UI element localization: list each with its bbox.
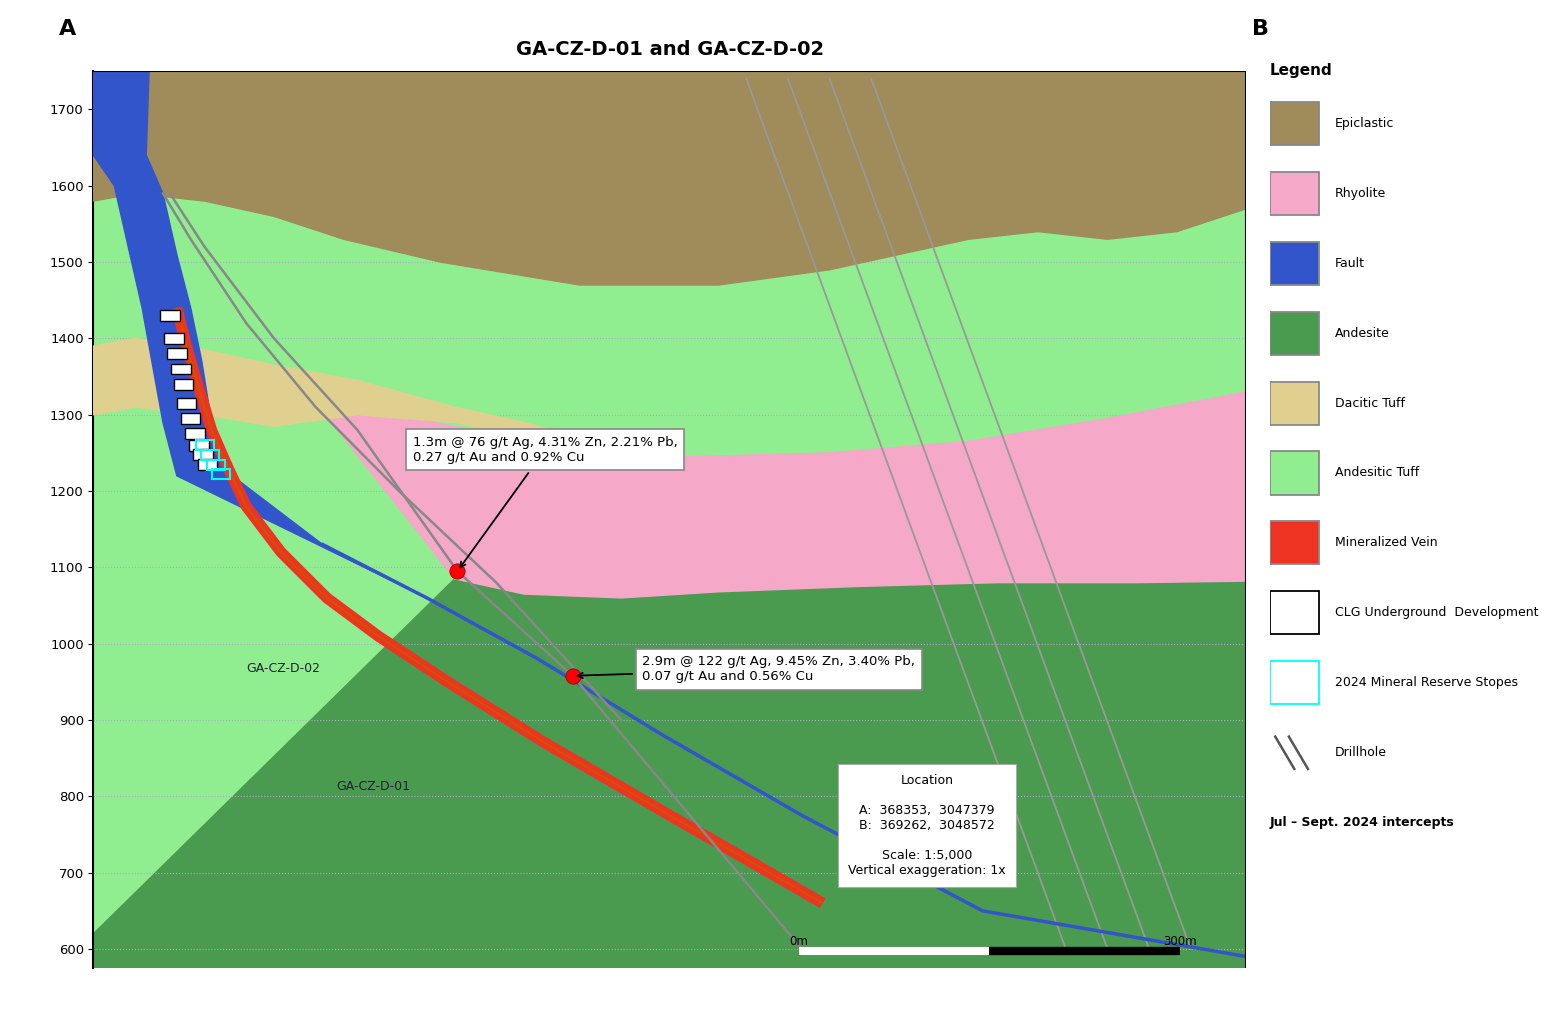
- FancyBboxPatch shape: [1270, 312, 1318, 355]
- Bar: [174, 379, 193, 389]
- FancyBboxPatch shape: [1270, 242, 1318, 284]
- Polygon shape: [93, 338, 566, 445]
- Text: Drillhole: Drillhole: [1335, 746, 1387, 759]
- FancyBboxPatch shape: [1270, 381, 1318, 425]
- Text: Fault: Fault: [1335, 257, 1365, 270]
- Polygon shape: [93, 579, 1246, 968]
- Text: GA-CZ-D-02: GA-CZ-D-02: [246, 662, 321, 675]
- FancyBboxPatch shape: [1270, 522, 1318, 565]
- Text: 2.9m @ 122 g/t Ag, 9.45% Zn, 3.40% Pb,
0.07 g/t Au and 0.56% Cu: 2.9m @ 122 g/t Ag, 9.45% Zn, 3.40% Pb, 0…: [578, 655, 915, 684]
- Bar: [190, 440, 209, 450]
- Bar: [198, 459, 217, 470]
- Text: Location: Location: [893, 818, 960, 833]
- Text: CLG Underground  Development: CLG Underground Development: [1335, 606, 1539, 620]
- Text: Jul – Sept. 2024 intercepts: Jul – Sept. 2024 intercepts: [1270, 816, 1455, 829]
- FancyBboxPatch shape: [1270, 661, 1318, 704]
- Text: Rhyolite: Rhyolite: [1335, 186, 1387, 200]
- Polygon shape: [93, 71, 427, 598]
- Text: A: A: [59, 19, 76, 40]
- Bar: [207, 461, 224, 470]
- Bar: [185, 429, 204, 439]
- Text: Location

A:  368353,  3047379
B:  369262,  3048572

Scale: 1:5,000
Vertical exa: Location A: 368353, 3047379 B: 369262, 3…: [848, 773, 1006, 876]
- FancyBboxPatch shape: [1270, 171, 1318, 215]
- Bar: [193, 449, 213, 460]
- Text: 0m: 0m: [790, 935, 809, 948]
- Polygon shape: [323, 392, 1246, 598]
- Bar: [171, 364, 190, 374]
- FancyBboxPatch shape: [1270, 102, 1318, 145]
- Text: Mineralized Vein: Mineralized Vein: [1335, 536, 1438, 549]
- Polygon shape: [93, 71, 1246, 968]
- Bar: [167, 348, 187, 359]
- Polygon shape: [93, 71, 1246, 285]
- Text: 300m: 300m: [1162, 935, 1197, 948]
- Bar: [212, 470, 231, 479]
- Bar: [164, 333, 184, 343]
- FancyBboxPatch shape: [1270, 591, 1318, 635]
- Bar: [196, 440, 213, 450]
- Bar: [181, 414, 201, 424]
- Text: Epiclastic: Epiclastic: [1335, 117, 1394, 129]
- Title: GA-CZ-D-01 and GA-CZ-D-02: GA-CZ-D-01 and GA-CZ-D-02: [516, 40, 824, 59]
- Text: Andesitic Tuff: Andesitic Tuff: [1335, 467, 1419, 480]
- Text: 1.3m @ 76 g/t Ag, 4.31% Zn, 2.21% Pb,
0.27 g/t Au and 0.92% Cu: 1.3m @ 76 g/t Ag, 4.31% Zn, 2.21% Pb, 0.…: [413, 435, 678, 568]
- Bar: [201, 450, 220, 461]
- Text: GA-CZ-D-01: GA-CZ-D-01: [337, 781, 411, 793]
- Bar: [176, 398, 196, 409]
- Text: Dacitic Tuff: Dacitic Tuff: [1335, 396, 1405, 410]
- Text: B: B: [1253, 19, 1270, 40]
- Text: 2024 Mineral Reserve Stopes: 2024 Mineral Reserve Stopes: [1335, 677, 1517, 689]
- Text: Andesite: Andesite: [1335, 327, 1390, 339]
- Bar: [160, 310, 179, 321]
- FancyBboxPatch shape: [1270, 451, 1318, 494]
- Text: Legend: Legend: [1270, 63, 1332, 78]
